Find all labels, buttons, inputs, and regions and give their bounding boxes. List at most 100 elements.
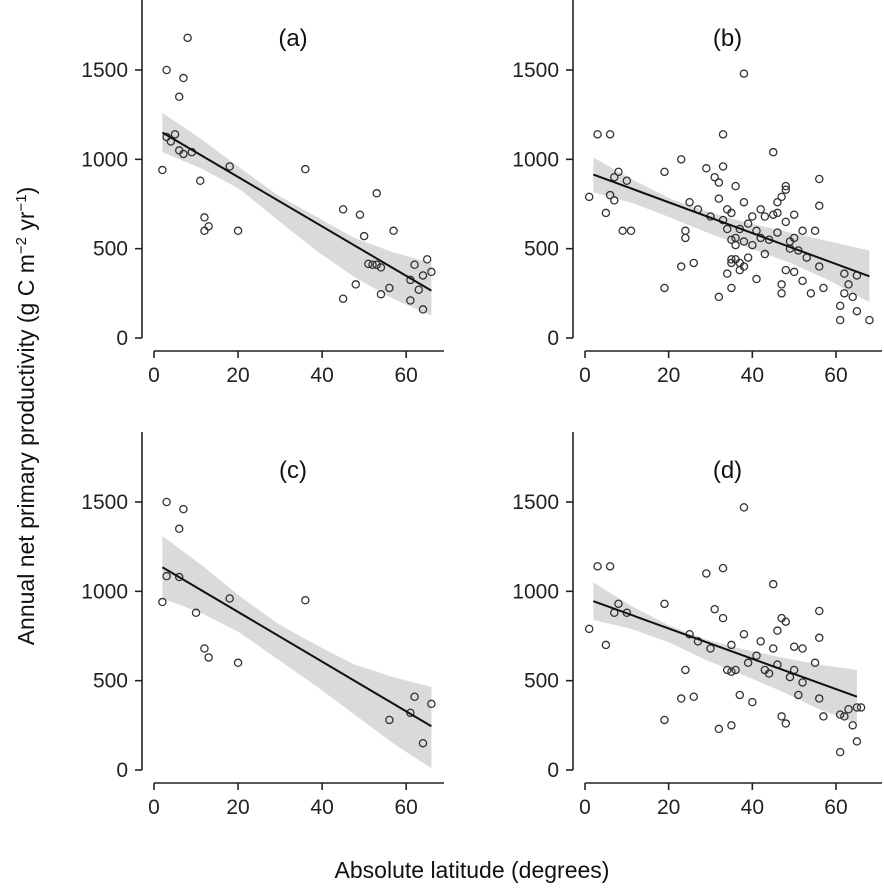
x-tick-label: 20 [657,796,680,819]
data-point [626,226,636,236]
data-point [819,712,828,721]
data-point [225,162,234,171]
data-point [760,249,770,259]
data-point [410,692,419,701]
data-point [727,208,736,218]
data-point [768,579,778,589]
x-tick-label: 60 [824,364,847,387]
data-point [179,73,188,83]
data-point [781,719,791,728]
x-tick-label: 20 [226,364,249,387]
data-point [191,608,201,618]
data-point [376,263,386,272]
data-point [798,226,807,236]
data-point [743,219,753,228]
data-point [760,212,770,221]
data-point [764,669,774,678]
data-point [179,504,188,514]
data-point [681,665,690,675]
data-point [714,292,724,302]
data-point [748,697,757,707]
data-point [681,226,690,236]
data-point [731,181,740,191]
data-point [702,164,711,173]
data-point [748,212,757,221]
data-point [689,692,699,701]
data-point [789,210,799,219]
data-point [200,226,209,236]
data-point [233,658,243,668]
data-point [174,524,184,534]
data-point [162,65,171,75]
data-point [359,231,369,241]
y-tick-label: 1500 [81,491,128,514]
data-point [777,712,786,721]
data-point [739,237,749,246]
data-point [781,617,791,626]
data-point [781,185,791,194]
data-point [660,283,669,293]
data-point [727,721,736,730]
data-point [406,296,415,305]
data-point [727,235,736,244]
data-point [618,226,627,236]
y-tick-label: 0 [116,327,128,350]
data-point [848,292,857,302]
y-tick-label: 500 [93,670,128,693]
data-point [614,167,623,177]
data-point [385,283,394,293]
data-point [685,197,694,207]
data-point [368,260,377,269]
y-tick-label: 0 [547,327,559,350]
data-point [681,233,690,243]
data-point [815,633,824,643]
data-point [372,189,382,198]
data-point [739,629,749,639]
data-point [174,572,184,582]
panel-d: 0 500 1000 1500 0 20 40 60 (d) [512,432,882,819]
regression-line [161,131,432,292]
data-point [756,637,765,646]
data-point [815,174,824,184]
data-point [200,644,209,653]
data-point [840,289,849,298]
data-point [676,155,686,164]
data-point [748,240,757,250]
data-point [718,613,728,623]
data-point [414,285,424,295]
data-point [781,265,791,275]
regression-line [593,600,858,698]
y-tick-label: 1000 [512,580,559,603]
data-point [301,164,310,174]
data-point [798,644,807,653]
data-point [752,274,761,284]
data-point [718,130,728,139]
data-point [840,712,849,721]
x-tick-label: 0 [579,364,591,387]
data-point [427,267,436,277]
y-tick-label: 1000 [81,148,128,171]
data-point [706,644,715,653]
data-point [727,640,736,650]
data-point [768,210,778,219]
panel-label: (a) [278,25,307,52]
data-point [364,259,373,269]
data-point [610,172,619,182]
data-point [789,642,799,651]
panel-label: (b) [713,25,742,52]
data-point [819,283,828,293]
data-point [593,562,602,571]
data-point [225,594,234,603]
data-point [789,267,799,277]
data-point [777,289,786,298]
data-point [806,289,816,298]
data-point [718,563,728,573]
data-point [418,305,428,314]
panel-b: 0 500 1000 1500 0 20 40 60 (b) [512,0,882,387]
data-point [385,715,394,725]
data-point [743,253,753,262]
data-point [714,178,724,187]
data-point [605,130,615,139]
data-point [427,699,436,709]
data-point [731,665,740,675]
